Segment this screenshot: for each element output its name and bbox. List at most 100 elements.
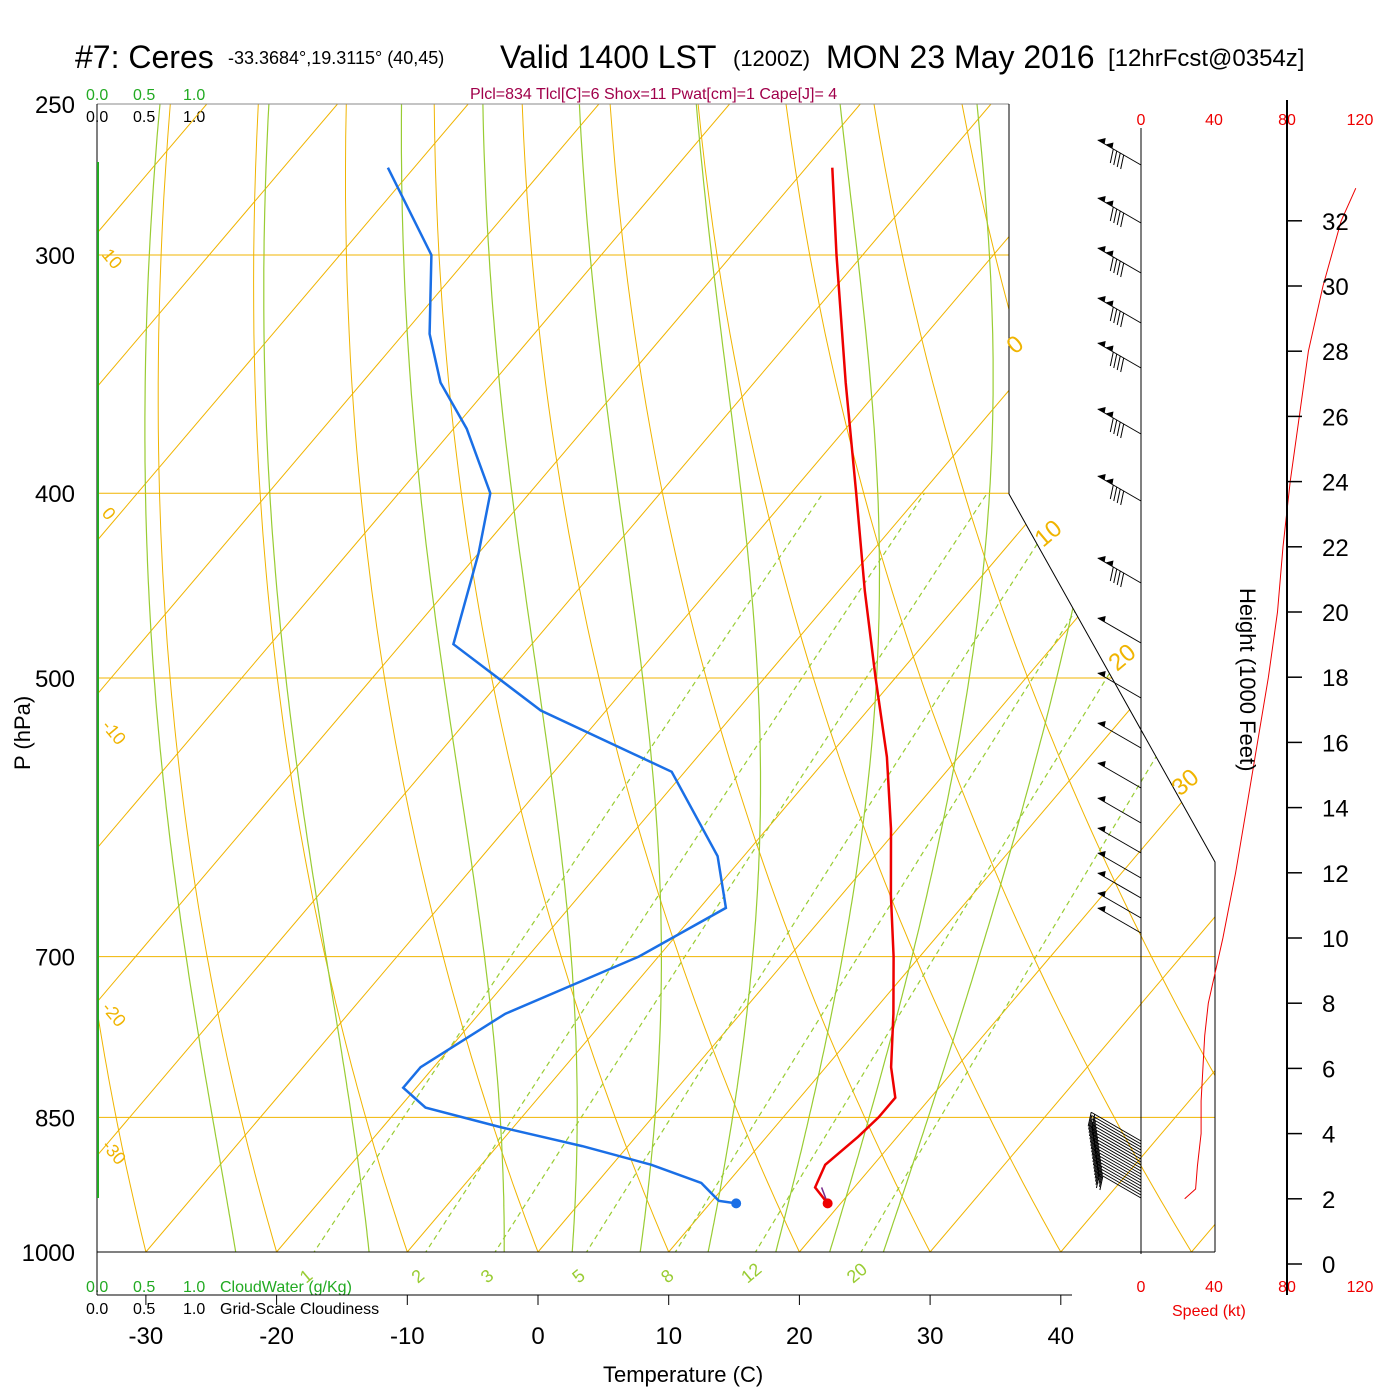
wind-barb-feather (1096, 1156, 1101, 1171)
wind-barb-staff (1097, 762, 1142, 789)
temperature-axis: -30 -20 -10 0 10 20 30 40 (129, 1295, 1074, 1350)
height-tick-label: 14 (1322, 796, 1349, 823)
pressure-tick-label: 1000 (22, 1240, 75, 1267)
wind-barb (1097, 407, 1142, 439)
wind-barb-feather (1109, 148, 1114, 164)
wind-barb (1097, 796, 1142, 824)
wind-barb-staff (1093, 1134, 1142, 1163)
mixing-ratio-line (730, 492, 1215, 1252)
dry-adiabat-label: 20 (1104, 639, 1142, 677)
moist-adiabat-line (695, 104, 762, 1252)
mixing-ratio-label: 12 (737, 1259, 765, 1287)
wind-barb-feather (1120, 312, 1125, 328)
wind-barb-feather (1091, 1117, 1096, 1132)
speed-top-tick-label: 120 (1347, 112, 1374, 129)
height-tick-label: 22 (1322, 535, 1349, 562)
pressure-tick-label: 400 (35, 481, 75, 508)
wind-barb-staff (1097, 672, 1142, 699)
wind-barb-flag (1097, 891, 1106, 897)
wind-barb-feather (1120, 212, 1125, 228)
wind-barb (1097, 906, 1142, 934)
mixing-ratio-line (560, 492, 1071, 1252)
wind-barb (1097, 761, 1142, 789)
surface-temperature-dot (822, 1198, 833, 1209)
wind-barb-flag (1097, 474, 1106, 480)
surface-dewpoint-dot (731, 1198, 742, 1209)
height-tick-label: 26 (1322, 404, 1349, 431)
wind-barb-feather (1098, 1169, 1103, 1184)
wind-barb-feather (1109, 484, 1114, 500)
speed-top-tick-label: 0 (1137, 112, 1146, 129)
wind-barb-feather (1120, 572, 1125, 588)
wind-barb-staff (1090, 1111, 1142, 1142)
wind-barb-flag (1097, 296, 1106, 302)
wind-barb-flag (1105, 411, 1114, 418)
wind-barb-feather (1113, 208, 1118, 224)
temperature-tick-label: -20 (259, 1323, 294, 1350)
valid-time: Valid 1400 LST (500, 39, 716, 75)
wind-barb-staff (1099, 1173, 1142, 1199)
wind-barb-staff (1097, 722, 1142, 749)
wind-barb-flag (1097, 761, 1106, 767)
temperature-tick-label: 30 (917, 1323, 944, 1350)
wind-barb-flag (1097, 341, 1106, 347)
dry-adiabat-line (781, 104, 1215, 1252)
wind-barb-staff (1097, 139, 1142, 166)
frame-right (1008, 104, 1216, 1252)
wind-barb-staff (1091, 1118, 1142, 1148)
wind-barb-staff (1097, 872, 1142, 899)
height-tick-label: 2 (1322, 1187, 1335, 1214)
isotherm-label: 10 (98, 245, 126, 273)
wind-barb-feather (1088, 1118, 1093, 1133)
wind-barb-flag (1105, 142, 1114, 149)
wind-barb-staff (1095, 1144, 1142, 1172)
cloud-top-tick-1: 0.5 (133, 87, 155, 104)
wind-barb-feather (1113, 419, 1118, 435)
wind-barb-feather (1092, 1127, 1097, 1142)
wind-barb-feather (1095, 1149, 1100, 1165)
wind-barb-feather (1109, 566, 1114, 582)
wind-barb-flag (1105, 200, 1114, 207)
wind-barb-feather (1092, 1123, 1097, 1139)
wind-barb-feather (1094, 1140, 1099, 1155)
wind-barb (1097, 296, 1142, 328)
wind-barb-feather (1093, 1133, 1098, 1148)
wind-barb-staff (1095, 1147, 1142, 1175)
temperature-tick-label: 10 (655, 1323, 682, 1350)
wind-barb (1088, 1115, 1142, 1145)
speed-axis-label: Speed (kt) (1172, 1303, 1246, 1320)
wind-barb (1097, 246, 1142, 278)
moist-adiabat-line (764, 104, 881, 1252)
wind-barb-flag (1097, 826, 1106, 832)
wind-barb-flag (1105, 300, 1114, 307)
wind-barb-feather (1120, 262, 1125, 278)
temperature-tick-label: -30 (129, 1323, 164, 1350)
wind-barb-feather (1113, 568, 1118, 584)
cloudiness-bottom-tick-1: 0.5 (133, 1301, 155, 1318)
dry-adiabat-line (520, 104, 820, 1252)
moist-adiabat-lines (144, 104, 1129, 1252)
wind-barb-feather (1113, 150, 1118, 166)
wind-barb (1097, 196, 1142, 228)
cloud-bottom-tick-2: 1.0 (183, 1279, 205, 1296)
wind-barb-feather (1095, 1146, 1100, 1161)
x-axis-label: Temperature (C) (603, 1362, 763, 1387)
wind-barb (1097, 341, 1142, 373)
isotherm-label: -20 (98, 998, 130, 1031)
isotherm-line (929, 104, 1215, 1252)
wind-barb-staff (1093, 1128, 1142, 1157)
wind-barb-feather (1109, 351, 1114, 367)
wind-barb-staff (1097, 1160, 1142, 1187)
moist-adiabat-line (816, 104, 994, 1252)
wind-barb-feather (1109, 417, 1114, 433)
dry-adiabat-line (1303, 70, 1400, 1292)
dry-adiabat-label: 0 (1002, 330, 1030, 359)
dry-adiabat-line (253, 104, 422, 1252)
wind-barb-staff (1094, 1137, 1142, 1166)
wind-barb-staff (1097, 892, 1142, 919)
wind-barb-staff (1098, 1167, 1142, 1193)
pressure-tick-label: 250 (35, 92, 75, 119)
y-axis-label: P (hPa) (10, 696, 35, 770)
